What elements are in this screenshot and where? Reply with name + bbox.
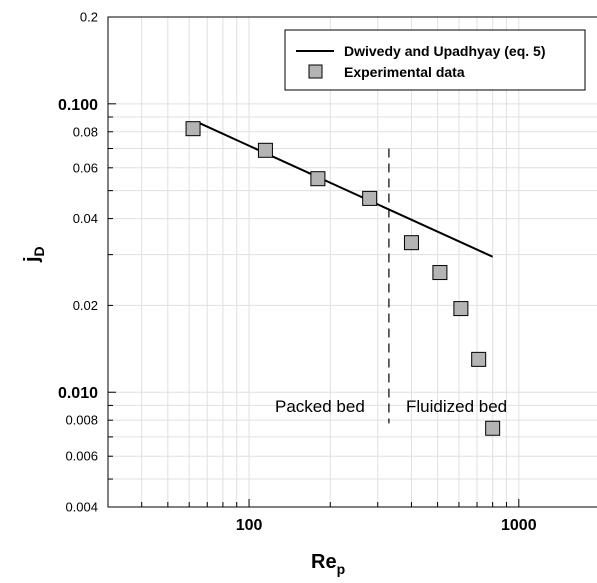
- data-point-marker: [432, 265, 448, 281]
- y-tick-label: 0.06: [73, 160, 98, 175]
- data-point-marker: [310, 171, 326, 187]
- region-label-packed: Packed bed: [275, 397, 365, 416]
- data-point-marker: [485, 420, 501, 436]
- region-label-fluidized: Fluidized bed: [406, 397, 507, 416]
- legend-label-markers: Experimental data: [344, 64, 465, 80]
- data-point-marker: [257, 142, 273, 158]
- x-tick-labels: 100 1000: [236, 517, 537, 534]
- x-axis-title: Rep: [311, 551, 345, 577]
- y-tick-label: 0.04: [73, 211, 98, 226]
- legend-label-line: Dwivedy and Upadhyay (eq. 5): [344, 43, 546, 59]
- data-point-marker: [453, 301, 469, 317]
- y-tick-labels: 0.2 0.100 0.08 0.06 0.04 0.02 0.010 0.008 0.006 0…: [58, 10, 98, 515]
- y-tick-label: 0.008: [65, 413, 98, 428]
- y-axis-title: jD: [21, 246, 47, 263]
- legend-marker-swatch: [308, 64, 323, 79]
- legend-box: [284, 29, 586, 91]
- data-point-marker: [362, 190, 378, 206]
- y-tick-label: 0.100: [58, 97, 98, 114]
- data-point-marker: [403, 235, 419, 251]
- legend: Dwivedy and Upadhyay (eq. 5) Experimenta…: [284, 29, 586, 91]
- data-point-marker: [471, 351, 487, 367]
- axis-ticks: [108, 103, 520, 507]
- x-tick-label: 1000: [501, 517, 537, 534]
- plot-frame: [107, 16, 597, 508]
- data-point-marker: [185, 121, 201, 137]
- x-tick-label: 100: [236, 517, 263, 534]
- y-tick-label: 0.006: [65, 449, 98, 464]
- y-tick-label: 0.2: [80, 10, 98, 25]
- y-tick-label: 0.010: [58, 385, 98, 402]
- experimental-data-series: [185, 121, 501, 436]
- fit-line-series: [198, 121, 494, 258]
- y-tick-label: 0.004: [65, 500, 98, 515]
- fit-line: [198, 121, 494, 258]
- y-tick-label: 0.08: [73, 124, 98, 139]
- grid: [108, 17, 597, 507]
- y-tick-label: 0.02: [73, 298, 98, 313]
